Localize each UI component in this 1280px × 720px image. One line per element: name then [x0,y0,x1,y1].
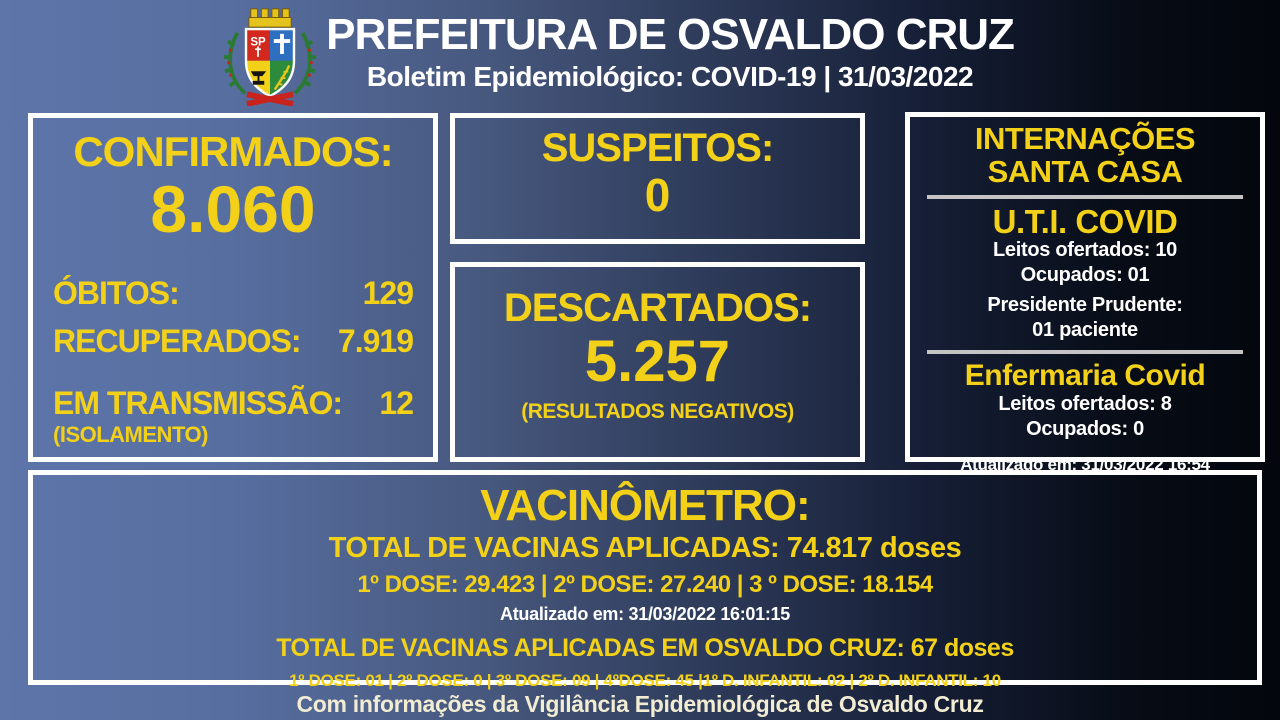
page-title: PREFEITURA DE OSVALDO CRUZ [326,10,1015,59]
referral-city-label: Presidente Prudente: [987,294,1183,317]
suspects-value: 0 [644,169,671,221]
deaths-value: 129 [362,275,414,312]
vaccines-local-doses-breakdown: 1º DOSE: 01 | 2º DOSE: 0 | 3º DOSE: 09 |… [289,671,1001,691]
vaccines-updated-at: Atualizado em: 31/03/2022 16:01:15 [500,604,790,625]
hospital-updated-at: Atualizado em: 31/03/2022 16:54 [960,454,1210,474]
confirmed-box: CONFIRMADOS: 8.060 ÓBITOS: 129 RECUPERAD… [28,113,438,462]
vaccinometer-box: VACINÔMETRO: TOTAL DE VACINAS APLICADAS:… [28,470,1262,690]
ward-title: Enfermaria Covid [964,359,1206,393]
ribbon [246,91,294,106]
isolation-note: (ISOLAMENTO) [53,421,208,447]
confirmed-label: CONFIRMADOS: [73,128,393,175]
icu-beds-offered: Leitos ofertados: 10 [992,239,1178,262]
divider [926,195,1244,200]
laurel-right-leaves [302,39,317,88]
hospital-title-line1: INTERNAÇÕES [974,121,1196,156]
suspects-label: SUSPEITOS: [541,126,775,170]
sword-icon [255,46,261,57]
confirmed-value: 8.060 [150,172,316,247]
transmission-label: EM TRANSMISSÃO: [53,385,343,422]
icu-beds-occupied: Ocupados: 01 [1020,264,1150,287]
deaths-row: ÓBITOS: 129 [53,275,414,312]
referral-city-value: 01 paciente [1032,319,1138,342]
discarded-label: DESCARTADOS: [503,286,812,330]
hospital-title-line2: SANTA CASA [987,153,1183,189]
transmission-value: 12 [379,385,414,422]
laurel-left [228,31,247,95]
transmission-row: EM TRANSMISSÃO: 12 [53,385,414,422]
recovered-value: 7.919 [337,323,414,360]
crown [248,8,292,28]
ward-beds-offered: Leitos ofertados: 8 [998,392,1172,415]
laurel-left-leaves [223,39,238,88]
recovered-label: RECUPERADOS: [53,323,302,360]
divider [926,350,1244,355]
anvil-icon [250,71,267,85]
vaccines-total: TOTAL DE VACINAS APLICADAS: 74.817 doses [328,532,962,565]
city-coat-of-arms-icon: SP [223,8,317,106]
vaccinometer-title: VACINÔMETRO: [480,481,810,530]
page-subtitle: Boletim Epidemiológico: COVID-19 | 31/03… [366,61,974,93]
branch-leaves [277,70,289,86]
confirmed-stats: ÓBITOS: 129 RECUPERADOS: 7.919 EM TRANSM… [53,275,414,447]
icu-title: U.T.I. COVID [992,203,1178,241]
ward-beds-occupied: Ocupados: 0 [1026,417,1144,440]
suspects-box: SUSPEITOS: 0 [450,113,865,244]
discarded-box: DESCARTADOS: 5.257 (RESULTADOS NEGATIVOS… [450,262,865,462]
footer-credit: Com informações da Vigilância Epidemioló… [296,691,984,717]
vaccines-doses-breakdown: 1º DOSE: 29.423 | 2º DOSE: 27.240 | 3 º … [357,571,933,599]
logo-sp-text: SP [250,36,266,48]
laurel-right [293,31,312,95]
discarded-note: (RESULTADOS NEGATIVOS) [521,400,794,423]
cross-icon [273,33,291,54]
recovered-row: RECUPERADOS: 7.919 [53,323,414,360]
deaths-label: ÓBITOS: [53,275,180,312]
discarded-value: 5.257 [584,329,731,394]
hospital-box: INTERNAÇÕES SANTA CASA U.T.I. COVID Leit… [905,112,1265,474]
vaccines-local-total: TOTAL DE VACINAS APLICADAS EM OSVALDO CR… [276,634,1014,663]
header-text: PREFEITURA DE OSVALDO CRUZ Boletim Epide… [250,10,1090,93]
